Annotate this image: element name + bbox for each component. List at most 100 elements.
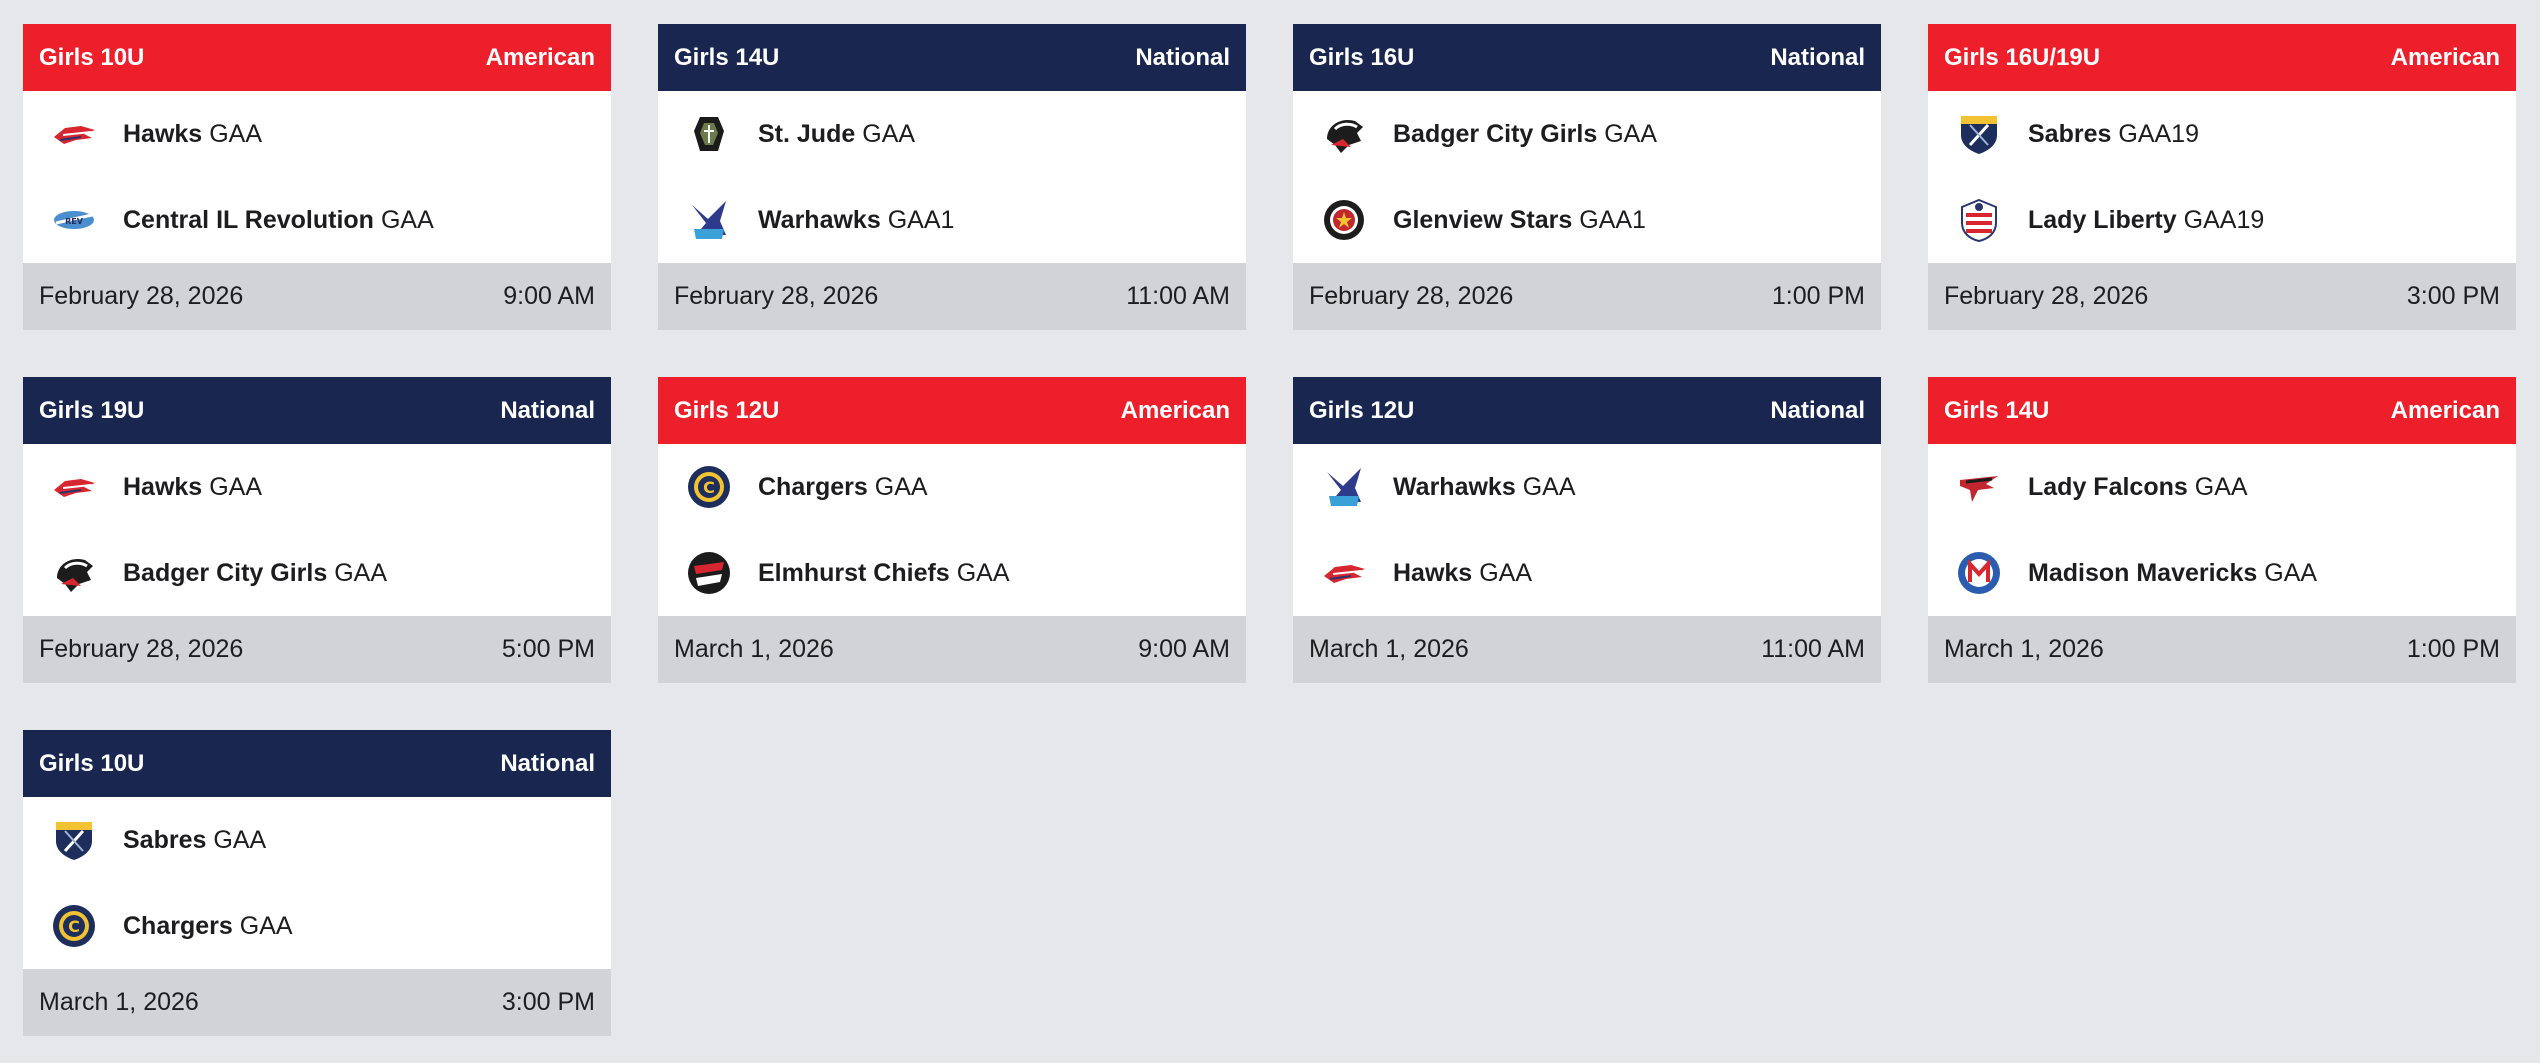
game-card[interactable]: Girls 10U American Hawks GAA REV Central… <box>23 24 611 330</box>
stars-logo-icon <box>1321 197 1367 243</box>
chiefs-logo-icon <box>686 550 732 596</box>
team-row[interactable]: Lady Liberty GAA19 <box>1928 177 2516 263</box>
team-suffix: GAA <box>1479 558 1533 587</box>
conference-label: National <box>1135 43 1230 71</box>
card-footer: March 1, 2026 9:00 AM <box>658 616 1246 683</box>
team-row[interactable]: REV Central IL Revolution GAA <box>23 177 611 263</box>
game-date: March 1, 2026 <box>1309 635 1469 663</box>
card-footer: February 28, 2026 9:00 AM <box>23 263 611 330</box>
team-row[interactable]: Warhawks GAA <box>1293 444 1881 530</box>
game-time: 3:00 PM <box>501 988 595 1016</box>
game-card[interactable]: Girls 14U American Lady Falcons GAA Madi… <box>1928 377 2516 683</box>
conference-label: American <box>485 43 595 71</box>
game-time: 1:00 PM <box>2406 635 2500 663</box>
team-name: Lady Falcons <box>2028 472 2188 501</box>
falcons-logo-icon <box>1956 464 2002 510</box>
team-name: Chargers <box>758 472 868 501</box>
team-row[interactable]: Sabres GAA19 <box>1928 91 2516 177</box>
division-label: Girls 16U/19U <box>1944 43 2101 71</box>
teams-list: Hawks GAA REV Central IL Revolution GAA <box>23 91 611 263</box>
game-card[interactable]: Girls 12U National Warhawks GAA Hawks GA… <box>1293 377 1881 683</box>
team-suffix: GAA <box>380 205 434 234</box>
team-row[interactable]: Sabres GAA <box>23 797 611 883</box>
team-suffix: GAA <box>209 119 263 148</box>
team-name: Warhawks <box>1393 472 1516 501</box>
card-footer: February 28, 2026 1:00 PM <box>1293 263 1881 330</box>
team-suffix: GAA <box>1522 472 1576 501</box>
team-suffix: GAA <box>956 558 1010 587</box>
game-card[interactable]: Girls 16U/19U American Sabres GAA19 Lady… <box>1928 24 2516 330</box>
team-suffix: GAA1 <box>887 205 955 234</box>
team-row[interactable]: Hawks GAA <box>1293 530 1881 616</box>
card-header: Girls 19U National <box>23 377 611 444</box>
badger-logo-icon <box>1321 111 1367 157</box>
svg-text:REV: REV <box>65 217 84 226</box>
team-row[interactable]: Hawks GAA <box>23 444 611 530</box>
division-label: Girls 10U <box>39 749 145 777</box>
warhawks-logo-icon <box>1321 464 1367 510</box>
teams-list: Sabres GAA C Chargers GAA <box>23 797 611 969</box>
game-date: February 28, 2026 <box>39 635 244 663</box>
team-name: Central IL Revolution <box>123 205 374 234</box>
team-row[interactable]: Elmhurst Chiefs GAA <box>658 530 1246 616</box>
svg-text:C: C <box>703 478 715 497</box>
team-name: Warhawks <box>758 205 881 234</box>
card-header: Girls 10U National <box>23 730 611 797</box>
card-footer: March 1, 2026 3:00 PM <box>23 969 611 1036</box>
division-label: Girls 14U <box>674 43 780 71</box>
game-card[interactable]: Girls 19U National Hawks GAA Badger City… <box>23 377 611 683</box>
sabres-logo-icon <box>51 817 97 863</box>
card-footer: March 1, 2026 1:00 PM <box>1928 616 2516 683</box>
team-suffix: GAA <box>1604 119 1658 148</box>
team-row[interactable]: Hawks GAA <box>23 91 611 177</box>
conference-label: National <box>500 396 595 424</box>
teams-list: Lady Falcons GAA Madison Mavericks GAA <box>1928 444 2516 616</box>
team-name: Hawks <box>123 119 203 148</box>
team-name: Sabres <box>123 825 207 854</box>
team-name: Lady Liberty <box>2028 205 2177 234</box>
team-row[interactable]: St. Jude GAA <box>658 91 1246 177</box>
card-header: Girls 12U American <box>658 377 1246 444</box>
team-row[interactable]: Warhawks GAA1 <box>658 177 1246 263</box>
team-name: Hawks <box>1393 558 1473 587</box>
team-suffix: GAA <box>334 558 388 587</box>
teams-list: Badger City Girls GAA Glenview Stars GAA… <box>1293 91 1881 263</box>
team-row[interactable]: Badger City Girls GAA <box>23 530 611 616</box>
team-row[interactable]: Lady Falcons GAA <box>1928 444 2516 530</box>
team-suffix: GAA <box>2194 472 2248 501</box>
team-suffix: GAA <box>239 911 293 940</box>
team-name: Hawks <box>123 472 203 501</box>
liberty-logo-icon <box>1956 197 2002 243</box>
game-date: March 1, 2026 <box>1944 635 2104 663</box>
team-suffix: GAA <box>2264 558 2318 587</box>
conference-label: National <box>1770 396 1865 424</box>
team-row[interactable]: C Chargers GAA <box>23 883 611 969</box>
games-grid: Girls 10U American Hawks GAA REV Central… <box>23 24 2516 1036</box>
game-card[interactable]: Girls 14U National St. Jude GAA Warhawks… <box>658 24 1246 330</box>
conference-label: American <box>2390 43 2500 71</box>
team-name: Elmhurst Chiefs <box>758 558 950 587</box>
division-label: Girls 14U <box>1944 396 2050 424</box>
hawks-logo-icon <box>51 464 97 510</box>
warhawks-logo-icon <box>686 197 732 243</box>
conference-label: American <box>2390 396 2500 424</box>
card-header: Girls 10U American <box>23 24 611 91</box>
team-row[interactable]: Madison Mavericks GAA <box>1928 530 2516 616</box>
division-label: Girls 10U <box>39 43 145 71</box>
game-card[interactable]: Girls 10U National Sabres GAA C Chargers… <box>23 730 611 1036</box>
team-name: Badger City Girls <box>1393 119 1598 148</box>
game-time: 11:00 AM <box>1761 635 1865 663</box>
team-row[interactable]: C Chargers GAA <box>658 444 1246 530</box>
teams-list: Sabres GAA19 Lady Liberty GAA19 <box>1928 91 2516 263</box>
team-suffix: GAA <box>209 472 263 501</box>
game-card[interactable]: Girls 12U American C Chargers GAA Elmhur… <box>658 377 1246 683</box>
team-suffix: GAA <box>213 825 267 854</box>
team-row[interactable]: Badger City Girls GAA <box>1293 91 1881 177</box>
hawks-logo-icon <box>51 111 97 157</box>
teams-list: Hawks GAA Badger City Girls GAA <box>23 444 611 616</box>
card-header: Girls 14U American <box>1928 377 2516 444</box>
game-card[interactable]: Girls 16U National Badger City Girls GAA… <box>1293 24 1881 330</box>
card-header: Girls 12U National <box>1293 377 1881 444</box>
team-row[interactable]: Glenview Stars GAA1 <box>1293 177 1881 263</box>
st-jude-logo-icon <box>686 111 732 157</box>
